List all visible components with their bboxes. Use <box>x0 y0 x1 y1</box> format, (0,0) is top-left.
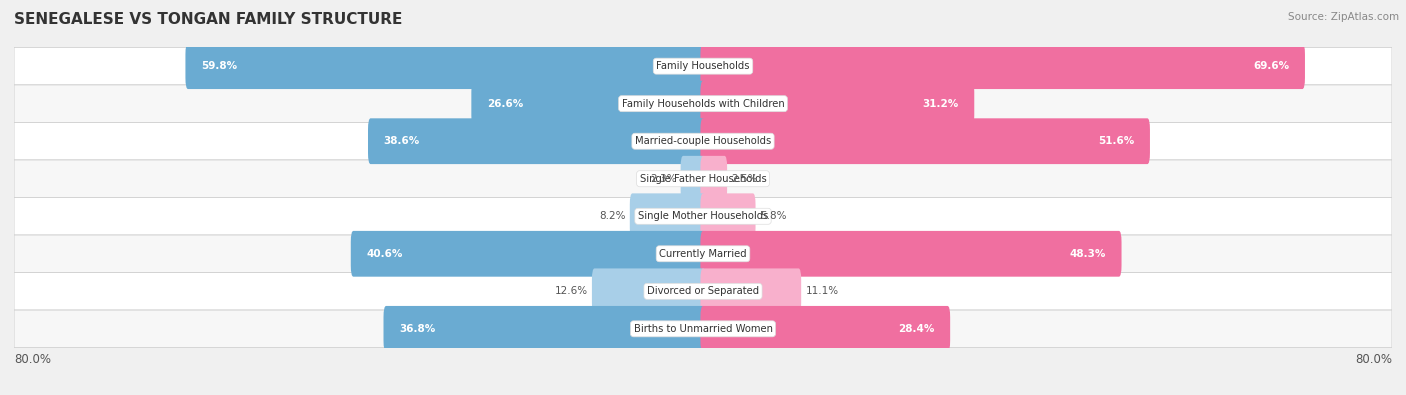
FancyBboxPatch shape <box>700 269 801 314</box>
Text: 69.6%: 69.6% <box>1253 61 1289 71</box>
FancyBboxPatch shape <box>14 47 1392 85</box>
FancyBboxPatch shape <box>186 43 706 89</box>
FancyBboxPatch shape <box>350 231 706 276</box>
Text: 59.8%: 59.8% <box>201 61 238 71</box>
Text: 38.6%: 38.6% <box>384 136 420 146</box>
FancyBboxPatch shape <box>630 194 706 239</box>
FancyBboxPatch shape <box>384 306 706 352</box>
FancyBboxPatch shape <box>700 81 974 126</box>
FancyBboxPatch shape <box>471 81 706 126</box>
Legend: Senegalese, Tongan: Senegalese, Tongan <box>606 393 800 395</box>
Text: 28.4%: 28.4% <box>898 324 935 334</box>
Text: 2.3%: 2.3% <box>650 174 676 184</box>
FancyBboxPatch shape <box>700 194 755 239</box>
Text: 80.0%: 80.0% <box>1355 353 1392 366</box>
FancyBboxPatch shape <box>14 235 1392 273</box>
FancyBboxPatch shape <box>14 85 1392 122</box>
Text: 11.1%: 11.1% <box>806 286 838 296</box>
FancyBboxPatch shape <box>14 160 1392 198</box>
Text: 80.0%: 80.0% <box>14 353 51 366</box>
FancyBboxPatch shape <box>14 122 1392 160</box>
FancyBboxPatch shape <box>14 310 1392 348</box>
FancyBboxPatch shape <box>368 118 706 164</box>
Text: Single Father Households: Single Father Households <box>640 174 766 184</box>
FancyBboxPatch shape <box>592 269 706 314</box>
Text: Currently Married: Currently Married <box>659 249 747 259</box>
Text: 40.6%: 40.6% <box>367 249 402 259</box>
Text: Family Households with Children: Family Households with Children <box>621 99 785 109</box>
FancyBboxPatch shape <box>700 231 1122 276</box>
Text: 2.5%: 2.5% <box>731 174 758 184</box>
Text: 51.6%: 51.6% <box>1098 136 1135 146</box>
FancyBboxPatch shape <box>700 306 950 352</box>
FancyBboxPatch shape <box>700 156 727 201</box>
Text: 26.6%: 26.6% <box>486 99 523 109</box>
Text: Single Mother Households: Single Mother Households <box>638 211 768 221</box>
Text: Births to Unmarried Women: Births to Unmarried Women <box>634 324 772 334</box>
FancyBboxPatch shape <box>14 273 1392 310</box>
Text: 12.6%: 12.6% <box>554 286 588 296</box>
Text: 31.2%: 31.2% <box>922 99 959 109</box>
FancyBboxPatch shape <box>700 118 1150 164</box>
Text: SENEGALESE VS TONGAN FAMILY STRUCTURE: SENEGALESE VS TONGAN FAMILY STRUCTURE <box>14 12 402 27</box>
Text: Source: ZipAtlas.com: Source: ZipAtlas.com <box>1288 12 1399 22</box>
Text: Married-couple Households: Married-couple Households <box>636 136 770 146</box>
Text: 36.8%: 36.8% <box>399 324 436 334</box>
Text: Divorced or Separated: Divorced or Separated <box>647 286 759 296</box>
Text: 5.8%: 5.8% <box>759 211 786 221</box>
FancyBboxPatch shape <box>700 43 1305 89</box>
Text: Family Households: Family Households <box>657 61 749 71</box>
Text: 8.2%: 8.2% <box>599 211 626 221</box>
Text: 48.3%: 48.3% <box>1070 249 1107 259</box>
FancyBboxPatch shape <box>681 156 706 201</box>
FancyBboxPatch shape <box>14 198 1392 235</box>
